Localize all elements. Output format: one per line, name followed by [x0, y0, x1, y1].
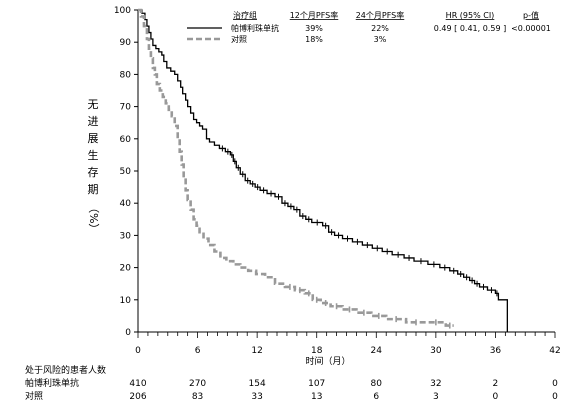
- series-line-pembrolizumab: [138, 9, 508, 332]
- y-tick-label: 90: [120, 38, 132, 48]
- y-tick-label: 40: [120, 199, 132, 209]
- x-tick-label: 24: [371, 346, 383, 356]
- at-risk-count: 0: [552, 392, 558, 402]
- legend-label: 对照: [231, 34, 247, 44]
- y-axis-label-char: （%）: [87, 202, 100, 235]
- x-tick-label: 36: [490, 346, 502, 356]
- legend-header: HR (95% CI): [446, 11, 495, 20]
- at-risk-count: 80: [370, 379, 382, 389]
- at-risk-count: 154: [248, 379, 266, 389]
- at-risk-count: 2: [492, 379, 499, 389]
- x-axis-label: 时间（月）: [305, 355, 350, 367]
- survival-curves: [138, 8, 508, 332]
- at-risk-title: 处于风险的患者人数: [25, 366, 107, 376]
- axes: [137, 10, 555, 333]
- x-tick-label: 30: [430, 346, 442, 356]
- at-risk-count: 107: [308, 379, 326, 389]
- legend-header: p-值: [523, 10, 539, 20]
- legend-header: 24个月PFS率: [356, 10, 405, 20]
- x-tick-label: 18: [311, 346, 323, 356]
- legend-header: 治疗组: [233, 10, 257, 20]
- legend-value: 39%: [305, 24, 323, 33]
- legend-header: 12个月PFS率: [290, 10, 339, 20]
- at-risk-row-label: 对照: [25, 392, 44, 402]
- y-tick-label: 10: [120, 296, 132, 306]
- y-axis-label-char: 展: [87, 132, 99, 145]
- y-tick-label: 30: [120, 231, 132, 241]
- y-axis-label-char: 期: [87, 183, 99, 196]
- at-risk-count: 3: [432, 392, 439, 402]
- x-tick-label: 12: [251, 346, 262, 356]
- at-risk-count: 83: [191, 392, 204, 402]
- legend-label: 帕博利珠单抗: [231, 23, 279, 33]
- y-tick-label: 0: [125, 328, 131, 338]
- y-tick-label: 60: [120, 135, 132, 145]
- y-tick-label: 50: [120, 167, 132, 177]
- y-tick-label: 100: [114, 6, 131, 16]
- x-tick-label: 6: [195, 346, 201, 356]
- legend-value: 3%: [374, 35, 387, 44]
- at-risk-count: 6: [373, 392, 380, 402]
- at-risk-count: 206: [129, 392, 147, 402]
- tick-marks: 0 10 20 30 40 50 60 70 80 90 100 0 6 12 18 24 30 36 42: [114, 6, 561, 356]
- legend-value: 18%: [305, 35, 323, 44]
- at-risk-count: 13: [310, 392, 323, 402]
- at-risk-row-label: 帕博利珠单抗: [25, 379, 80, 389]
- at-risk-count: 0: [552, 379, 558, 389]
- y-axis-label-char: 存: [87, 166, 99, 179]
- at-risk-count: 410: [129, 379, 147, 389]
- series-line-control: [138, 8, 454, 327]
- at-risk-count: 0: [492, 392, 499, 402]
- at-risk-count: 270: [188, 379, 207, 389]
- y-axis-label-char: 进: [87, 115, 99, 128]
- x-tick-label: 0: [135, 346, 141, 356]
- legend-value: 0.49 [ 0.41, 0.59 ]: [434, 24, 506, 33]
- x-tick-label: 42: [549, 346, 560, 356]
- legend-value: <0.00001: [511, 24, 551, 33]
- y-tick-label: 20: [120, 264, 132, 274]
- y-axis-label-char: 无: [87, 98, 99, 111]
- at-risk-count: 32: [430, 379, 442, 389]
- y-axis-label-char: 生: [87, 149, 99, 162]
- at-risk-count: 33: [251, 392, 263, 402]
- legend-value: 22%: [371, 24, 389, 33]
- y-tick-label: 80: [120, 70, 132, 80]
- y-tick-label: 70: [120, 103, 132, 113]
